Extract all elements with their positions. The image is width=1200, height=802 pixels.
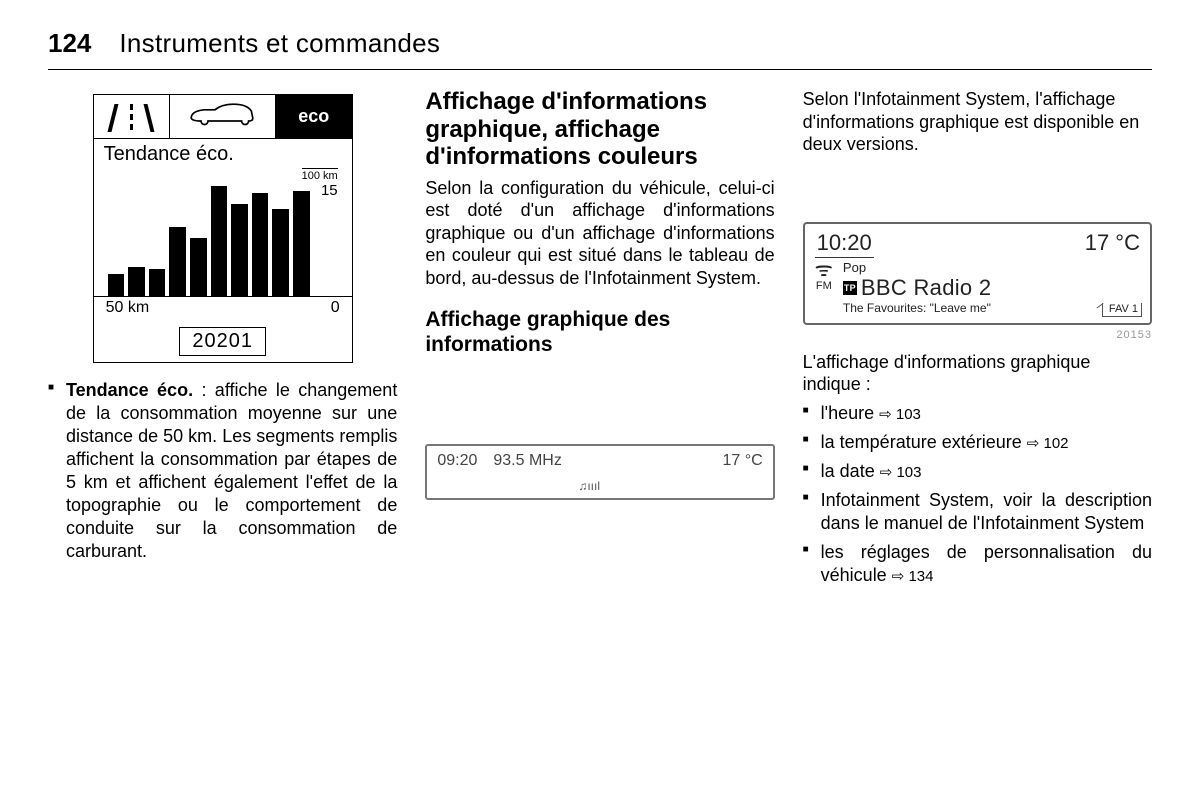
eco-chart: 100 km 15 <box>94 166 352 296</box>
radio-fm-block: ᯤ FM <box>815 260 833 292</box>
radio-figure-id: 20153 <box>803 329 1152 341</box>
eco-bars <box>108 184 310 296</box>
header-rule <box>48 69 1152 70</box>
radio-display-figure: 10:20 17 °C ᯤ FM Pop TP BBC Radio 2 The … <box>803 222 1152 325</box>
col2-subheading: Affichage graphique des informations <box>425 307 774 357</box>
car-icon <box>187 101 257 132</box>
radio-station-row: TP BBC Radio 2 <box>843 275 991 301</box>
eco-chart-rightlabel: 15 <box>321 182 338 199</box>
eco-bar <box>128 267 145 296</box>
eco-bottom-right: 0 <box>331 299 340 317</box>
radio-genre: Pop <box>843 260 991 275</box>
col3-list-item: la date ⇨ 103 <box>803 460 1152 483</box>
col1-bullet-lead: Tendance éco. <box>66 380 193 400</box>
list-item-text: les réglages de personnalisation du véhi… <box>821 542 1152 585</box>
radio-temp: 17 °C <box>1085 230 1140 258</box>
graphic-info-display-simple: 09:20 93.5 MHz 17 °C ♫ıııl <box>425 444 774 500</box>
eco-bar <box>211 186 228 296</box>
col2-para1: Selon la configuration du véhicule, celu… <box>425 177 774 290</box>
eco-odometer: 20201 <box>179 327 266 356</box>
eco-bar <box>272 209 289 296</box>
col3-bullet-list: l'heure ⇨ 103 la température extérieure ⇨… <box>803 402 1152 593</box>
eco-chart-toplabel: 100 km <box>302 168 338 182</box>
col3-list-item: les réglages de personnalisation du véhi… <box>803 541 1152 587</box>
gid-temp: 17 °C <box>722 452 762 470</box>
antenna-icon: ᯤ <box>815 260 833 280</box>
page-ref: ⇨ 103 <box>880 464 922 481</box>
col3-list-item: Infotainment System, voir la description… <box>803 489 1152 535</box>
eco-display-figure: eco Tendance éco. 100 km 15 50 km 0 2020… <box>93 94 353 363</box>
page-ref: ⇨ 134 <box>892 568 934 585</box>
list-item-text: la date <box>821 461 880 481</box>
col3-para2: L'affichage d'informations graphique ind… <box>803 351 1152 396</box>
col3-para1: Selon l'Infotainment System, l'affichage… <box>803 88 1152 156</box>
col1-bullet-list: Tendance éco. : affiche le changement de… <box>48 379 397 569</box>
chapter-title: Instruments et commandes <box>119 28 440 59</box>
gid-signal-icon: ♫ıııl <box>578 479 600 493</box>
radio-time: 10:20 <box>815 230 874 258</box>
tp-icon: TP <box>843 281 857 295</box>
radio-fm-label: FM <box>815 280 833 292</box>
eco-title: Tendance éco. <box>104 143 234 165</box>
col2-heading: Affichage d'informations graphique, affi… <box>425 88 774 171</box>
eco-odometer-wrap: 20201 <box>94 323 352 362</box>
page-ref: ⇨ 103 <box>879 406 921 423</box>
eco-bottom-left: 50 km <box>106 299 150 317</box>
col3-list-item: l'heure ⇨ 103 <box>803 402 1152 425</box>
list-item-text: la température extérieure <box>821 432 1027 452</box>
eco-bar <box>293 191 310 296</box>
eco-bar <box>149 269 166 296</box>
column-2: Affichage d'informations graphique, affi… <box>425 88 774 768</box>
lane-icon <box>105 102 157 132</box>
col3-list-item: la température extérieure ⇨ 102 <box>803 431 1152 454</box>
list-item-text: l'heure <box>821 403 879 423</box>
column-1: eco Tendance éco. 100 km 15 50 km 0 2020… <box>48 88 397 768</box>
radio-track: The Favourites: "Leave me" <box>843 301 991 315</box>
eco-bar <box>190 238 207 296</box>
eco-bar <box>169 227 186 296</box>
lane-tab <box>94 95 170 138</box>
eco-bar <box>252 193 269 296</box>
column-3: Selon l'Infotainment System, l'affichage… <box>803 88 1152 768</box>
content-columns: eco Tendance éco. 100 km 15 50 km 0 2020… <box>48 88 1152 768</box>
gid-time: 09:20 <box>437 452 477 470</box>
eco-tab: eco <box>276 95 352 138</box>
eco-bottom-row: 50 km 0 <box>94 296 352 323</box>
page-ref: ⇨ 102 <box>1027 435 1069 452</box>
radio-station: BBC Radio 2 <box>861 275 991 301</box>
radio-fav: FAV 1 <box>1102 303 1142 317</box>
car-tab <box>170 95 276 138</box>
eco-tab-label: eco <box>298 106 329 127</box>
col1-bullet-text: : affiche le changement de la consommati… <box>66 380 397 561</box>
eco-bar <box>108 274 125 296</box>
eco-bar <box>231 204 248 296</box>
page-header: 124 Instruments et commandes <box>48 28 1152 69</box>
col1-bullet: Tendance éco. : affiche le changement de… <box>48 379 397 563</box>
gid-freq: 93.5 MHz <box>493 452 561 470</box>
page-number: 124 <box>48 28 91 59</box>
list-item-text: Infotainment System, voir la description… <box>821 490 1152 533</box>
eco-tabs: eco <box>94 95 352 139</box>
